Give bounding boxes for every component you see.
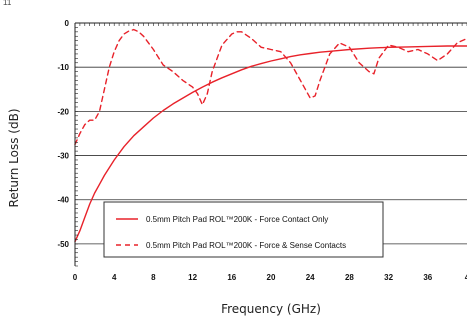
x-tick-label: 20 [267, 273, 276, 282]
legend-label-force-only: 0.5mm Pitch Pad ROL™200K - Force Contact… [146, 215, 328, 224]
y-tick-label: 0 [65, 19, 70, 28]
legend-label-force-sense: 0.5mm Pitch Pad ROL™200K - Force & Sense… [146, 241, 346, 250]
x-tick-label: 28 [345, 273, 354, 282]
x-tick-label: 16 [227, 273, 236, 282]
y-tick-label: -40 [57, 196, 69, 205]
y-tick-label: -50 [57, 240, 69, 249]
plot-frame [74, 22, 467, 267]
x-tick-label: 4 [465, 273, 467, 282]
y-axis-title: Return Loss (dB) [7, 109, 21, 208]
x-tick-label: 8 [151, 273, 156, 282]
x-tick-label: 32 [384, 273, 393, 282]
legend-box [103, 201, 384, 258]
y-tick-label: -10 [57, 63, 69, 72]
x-tick-label: 4 [112, 273, 117, 282]
y-tick-label: -30 [57, 152, 69, 161]
series-line-force-only [74, 45, 467, 243]
series-line-force-sense [74, 28, 467, 146]
series-lines [74, 28, 467, 243]
corner-label: 11 [3, 0, 12, 7]
tick-labels: 0 -10 -20 -30 -40 -50 0 4 8 12 16 20 24 28 32 36 4 [57, 19, 467, 282]
x-tick-label: 24 [306, 273, 315, 282]
x-tick-label: 12 [188, 273, 197, 282]
x-axis-title: Frequency (GHz) [221, 302, 321, 316]
legend: 0.5mm Pitch Pad ROL™200K - Force Contact… [103, 201, 384, 258]
y-tick-label: -20 [57, 107, 69, 116]
x-tick-label: 0 [73, 273, 78, 282]
x-tick-label: 36 [423, 273, 432, 282]
